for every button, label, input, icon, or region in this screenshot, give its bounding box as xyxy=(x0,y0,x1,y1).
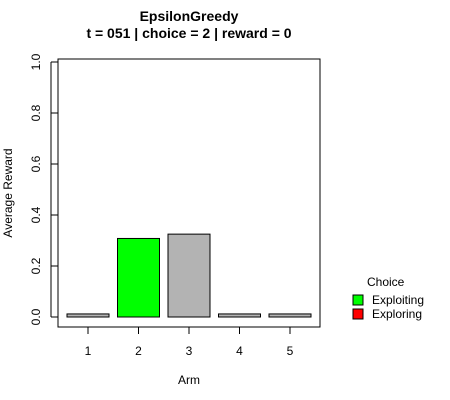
y-tick-label: 0.2 xyxy=(29,257,43,274)
x-tick-label: 4 xyxy=(236,344,243,358)
y-tick-label: 0.4 xyxy=(29,206,43,223)
bars-group xyxy=(66,233,312,318)
bar-arm-2 xyxy=(117,237,160,318)
y-tick-label: 0.6 xyxy=(29,155,43,172)
x-tick-label: 2 xyxy=(135,344,142,358)
legend-swatch xyxy=(352,294,364,306)
y-tick-label: 0.8 xyxy=(29,104,43,121)
y-axis-label: Average Reward xyxy=(1,148,15,237)
bar-arm-3 xyxy=(167,233,211,318)
chart-title: EpsilonGreedy xyxy=(140,8,239,24)
y-tick-label: 1.0 xyxy=(29,53,43,70)
bar-arm-5 xyxy=(268,313,312,318)
x-tick-label: 5 xyxy=(287,344,294,358)
chart-subtitle: t = 051 | choice = 2 | reward = 0 xyxy=(86,25,291,41)
x-tick-label: 1 xyxy=(85,344,92,358)
bar-arm-1 xyxy=(66,313,110,318)
y-tick-label: 0.0 xyxy=(29,308,43,325)
x-tick-label: 3 xyxy=(186,344,193,358)
x-axis: 1 2 3 4 5 xyxy=(85,326,294,358)
legend-label: Exploiting xyxy=(372,293,424,307)
bar-arm-4 xyxy=(218,313,261,318)
legend-swatch xyxy=(352,308,364,320)
y-axis: 0.0 0.2 0.4 0.6 0.8 1.0 xyxy=(29,53,58,325)
legend-title: Choice xyxy=(367,275,405,289)
x-axis-label: Arm xyxy=(178,373,200,387)
legend-label: Exploring xyxy=(372,307,422,321)
